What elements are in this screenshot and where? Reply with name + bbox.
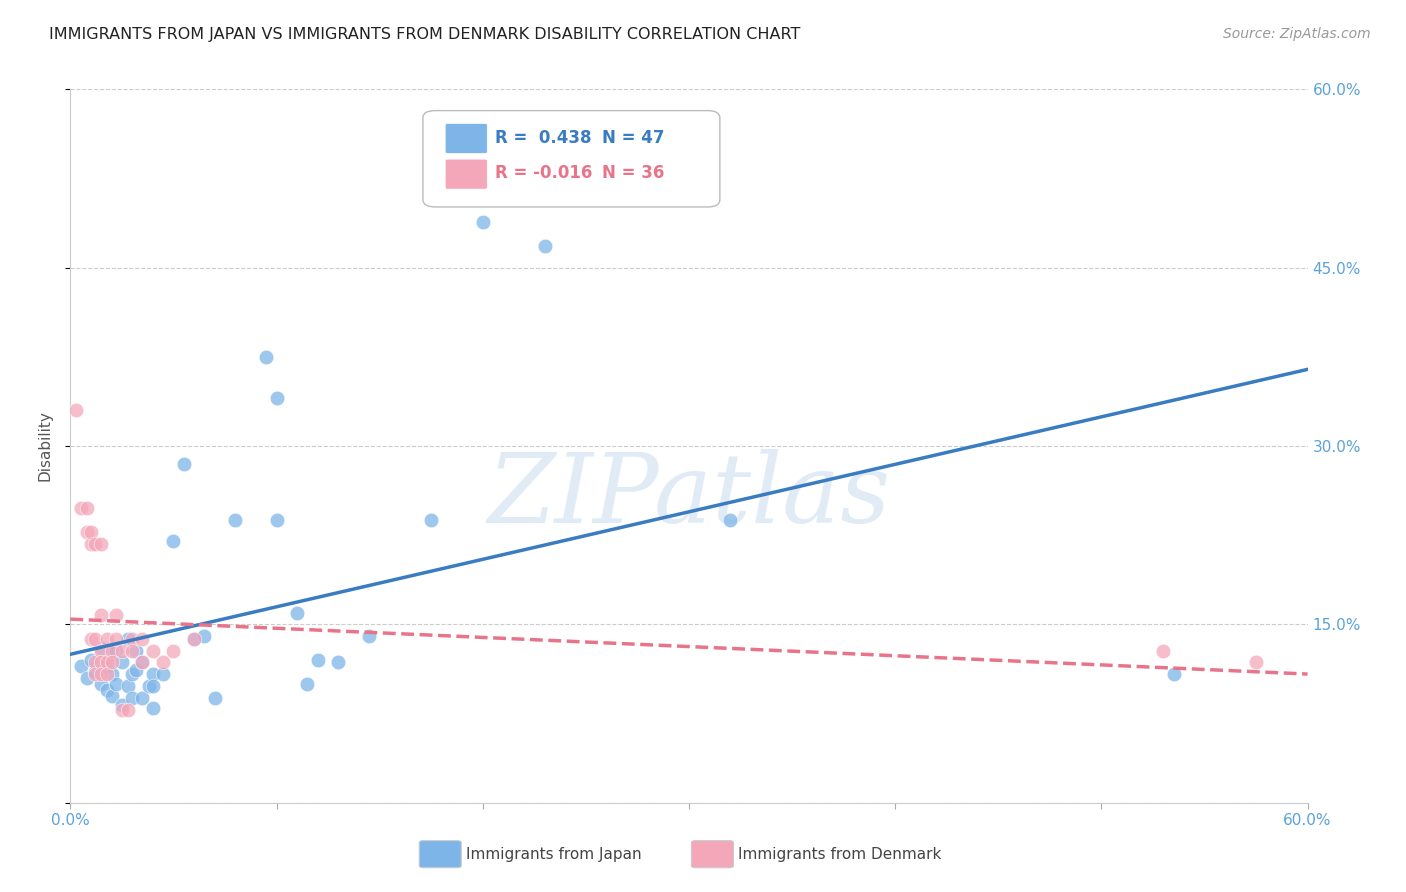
Point <box>117 679 139 693</box>
Point <box>1152 643 1174 657</box>
Point <box>162 534 184 549</box>
FancyBboxPatch shape <box>419 840 461 868</box>
Text: R = -0.016: R = -0.016 <box>495 164 592 182</box>
Point <box>138 679 160 693</box>
Point <box>76 524 98 539</box>
Point <box>117 632 139 646</box>
Text: Immigrants from Japan: Immigrants from Japan <box>467 847 643 862</box>
Point <box>111 643 134 657</box>
Point <box>307 653 329 667</box>
Point <box>90 656 112 670</box>
Point <box>84 665 107 679</box>
Point <box>84 667 107 681</box>
Point <box>96 632 118 646</box>
Point <box>100 656 122 670</box>
Point <box>204 691 226 706</box>
Point <box>84 656 107 670</box>
Point <box>117 703 139 717</box>
Y-axis label: Disability: Disability <box>37 410 52 482</box>
Point <box>90 667 112 681</box>
Point <box>111 656 134 670</box>
Point <box>1163 667 1185 681</box>
Text: Source: ZipAtlas.com: Source: ZipAtlas.com <box>1223 27 1371 41</box>
Point <box>100 689 122 703</box>
Point <box>328 656 350 670</box>
Point <box>131 632 153 646</box>
Point <box>121 667 143 681</box>
Point <box>125 643 148 657</box>
Point <box>1244 656 1267 670</box>
Point <box>152 656 174 670</box>
Point <box>69 659 91 673</box>
Point <box>111 698 134 713</box>
Point <box>76 671 98 685</box>
Point <box>173 457 195 471</box>
Point <box>131 656 153 670</box>
Point <box>104 607 127 622</box>
Point <box>718 513 741 527</box>
Point <box>80 524 103 539</box>
Point <box>104 677 127 691</box>
Point <box>69 500 91 515</box>
Text: R =  0.438: R = 0.438 <box>495 128 591 146</box>
FancyBboxPatch shape <box>423 111 720 207</box>
Point <box>142 700 165 714</box>
Point <box>125 663 148 677</box>
Point <box>266 392 288 406</box>
Point <box>142 667 165 681</box>
Point <box>193 629 215 643</box>
Point <box>90 643 112 657</box>
Point <box>65 403 87 417</box>
Point <box>80 536 103 550</box>
Point <box>90 607 112 622</box>
Point <box>96 667 118 681</box>
Point <box>142 643 165 657</box>
Text: N = 47: N = 47 <box>602 128 665 146</box>
Text: ZIPatlas: ZIPatlas <box>488 449 890 543</box>
Point <box>84 536 107 550</box>
Point <box>90 677 112 691</box>
Point <box>420 513 443 527</box>
Point <box>471 215 494 229</box>
Point <box>224 513 246 527</box>
Point <box>96 682 118 697</box>
Text: Immigrants from Denmark: Immigrants from Denmark <box>738 847 942 862</box>
Point <box>111 703 134 717</box>
Point <box>121 643 143 657</box>
Point <box>76 500 98 515</box>
Point <box>104 632 127 646</box>
Point <box>131 656 153 670</box>
Point <box>254 350 277 364</box>
Point <box>100 667 122 681</box>
Point <box>162 643 184 657</box>
Point <box>90 536 112 550</box>
Point <box>100 643 122 657</box>
Text: N = 36: N = 36 <box>602 164 665 182</box>
Point <box>90 641 112 656</box>
Point <box>266 513 288 527</box>
Point <box>100 647 122 661</box>
Point <box>121 691 143 706</box>
Point <box>533 239 555 253</box>
Text: IMMIGRANTS FROM JAPAN VS IMMIGRANTS FROM DENMARK DISABILITY CORRELATION CHART: IMMIGRANTS FROM JAPAN VS IMMIGRANTS FROM… <box>49 27 800 42</box>
FancyBboxPatch shape <box>692 840 734 868</box>
Point <box>285 606 308 620</box>
Point <box>96 659 118 673</box>
Point <box>121 632 143 646</box>
Point <box>152 667 174 681</box>
Point <box>183 632 205 646</box>
Point <box>359 629 381 643</box>
Point <box>297 677 319 691</box>
Point <box>80 632 103 646</box>
Point <box>84 632 107 646</box>
Point <box>183 632 205 646</box>
Point <box>96 656 118 670</box>
Point <box>131 691 153 706</box>
FancyBboxPatch shape <box>446 159 488 189</box>
Point <box>104 643 127 657</box>
Point <box>80 653 103 667</box>
FancyBboxPatch shape <box>446 123 488 153</box>
Point <box>142 679 165 693</box>
